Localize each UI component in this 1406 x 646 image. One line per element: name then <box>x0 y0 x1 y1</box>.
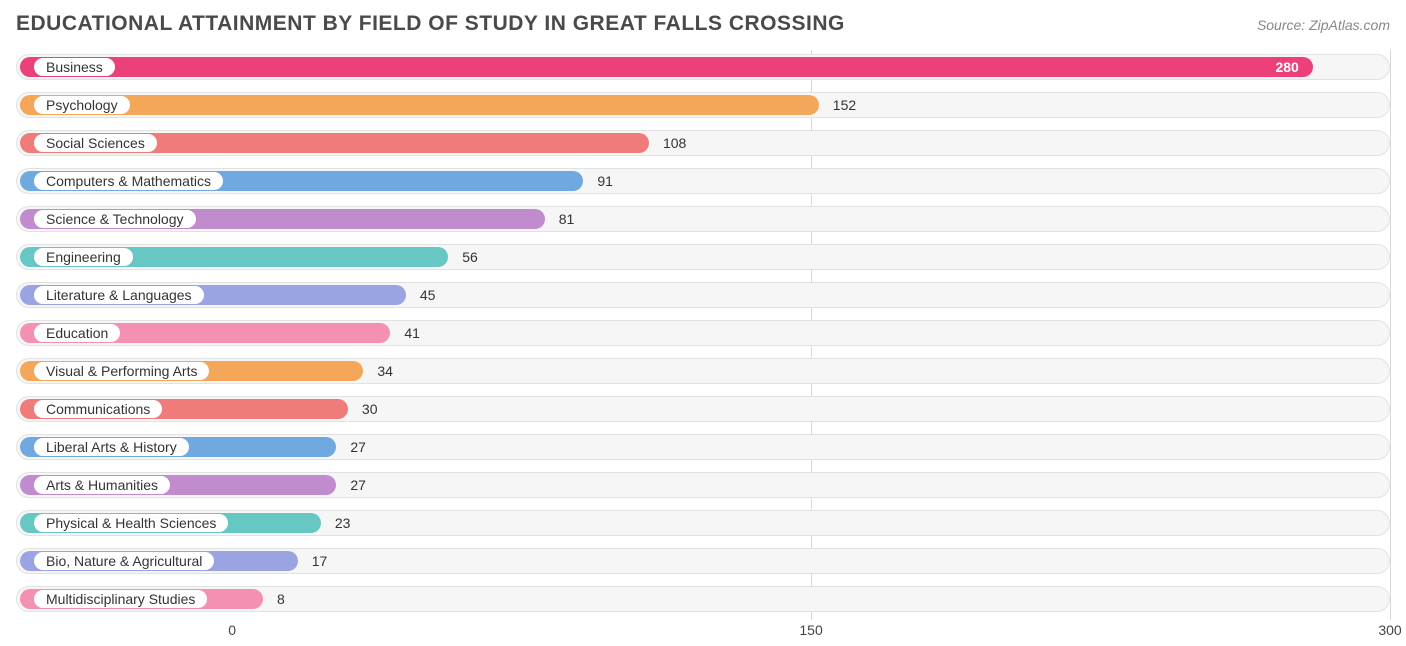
bar-row: Visual & Performing Arts 34 <box>16 354 1390 388</box>
category-pill: Multidisciplinary Studies <box>34 590 207 608</box>
category-pill: Liberal Arts & History <box>34 438 189 456</box>
value-label: 8 <box>277 582 285 616</box>
chart-source: Source: ZipAtlas.com <box>1257 17 1390 33</box>
gridline <box>1390 50 1391 620</box>
value-label: 23 <box>335 506 351 540</box>
value-label: 45 <box>420 278 436 312</box>
value-label: 41 <box>404 316 420 350</box>
value-label: 108 <box>663 126 686 160</box>
category-pill: Bio, Nature & Agricultural <box>34 552 214 570</box>
value-label: 17 <box>312 544 328 578</box>
bar-fill <box>20 95 819 115</box>
bar-row: Education 41 <box>16 316 1390 350</box>
value-label: 34 <box>377 354 393 388</box>
x-axis: 0150300 <box>16 620 1390 646</box>
bar-row: Literature & Languages 45 <box>16 278 1390 312</box>
chart-header: EDUCATIONAL ATTAINMENT BY FIELD OF STUDY… <box>16 12 1390 36</box>
x-tick-label: 300 <box>1378 622 1401 638</box>
category-pill: Physical & Health Sciences <box>34 514 228 532</box>
value-label: 280 <box>1275 50 1298 84</box>
bar-rows: Business 280 Psychology 152 Social Sciences 1… <box>16 50 1390 616</box>
bar-row: Psychology 152 <box>16 88 1390 122</box>
bar-row: Physical & Health Sciences 23 <box>16 506 1390 540</box>
value-label: 152 <box>833 88 856 122</box>
category-pill: Communications <box>34 400 162 418</box>
value-label: 27 <box>350 430 366 464</box>
bar-row: Bio, Nature & Agricultural 17 <box>16 544 1390 578</box>
bar-row: Social Sciences 108 <box>16 126 1390 160</box>
x-tick-label: 0 <box>228 622 236 638</box>
category-pill: Engineering <box>34 248 133 266</box>
bar-row: Engineering 56 <box>16 240 1390 274</box>
value-label: 27 <box>350 468 366 502</box>
value-label: 56 <box>462 240 478 274</box>
bar-row: Communications 30 <box>16 392 1390 426</box>
chart-title: EDUCATIONAL ATTAINMENT BY FIELD OF STUDY… <box>16 12 845 36</box>
bar-row: Science & Technology 81 <box>16 202 1390 236</box>
category-pill: Arts & Humanities <box>34 476 170 494</box>
chart-area: Business 280 Psychology 152 Social Sciences 1… <box>16 50 1390 646</box>
category-pill: Computers & Mathematics <box>34 172 223 190</box>
category-pill: Visual & Performing Arts <box>34 362 209 380</box>
category-pill: Psychology <box>34 96 130 114</box>
value-label: 81 <box>559 202 575 236</box>
category-pill: Literature & Languages <box>34 286 204 304</box>
category-pill: Education <box>34 324 120 342</box>
bar-row: Computers & Mathematics 91 <box>16 164 1390 198</box>
category-pill: Social Sciences <box>34 134 157 152</box>
bar-row: Liberal Arts & History 27 <box>16 430 1390 464</box>
bar-row: Multidisciplinary Studies 8 <box>16 582 1390 616</box>
bar-fill <box>20 57 1313 77</box>
x-tick-label: 150 <box>799 622 822 638</box>
category-pill: Business <box>34 58 115 76</box>
bar-row: Arts & Humanities 27 <box>16 468 1390 502</box>
value-label: 91 <box>597 164 613 198</box>
category-pill: Science & Technology <box>34 210 196 228</box>
value-label: 30 <box>362 392 378 426</box>
bar-row: Business 280 <box>16 50 1390 84</box>
